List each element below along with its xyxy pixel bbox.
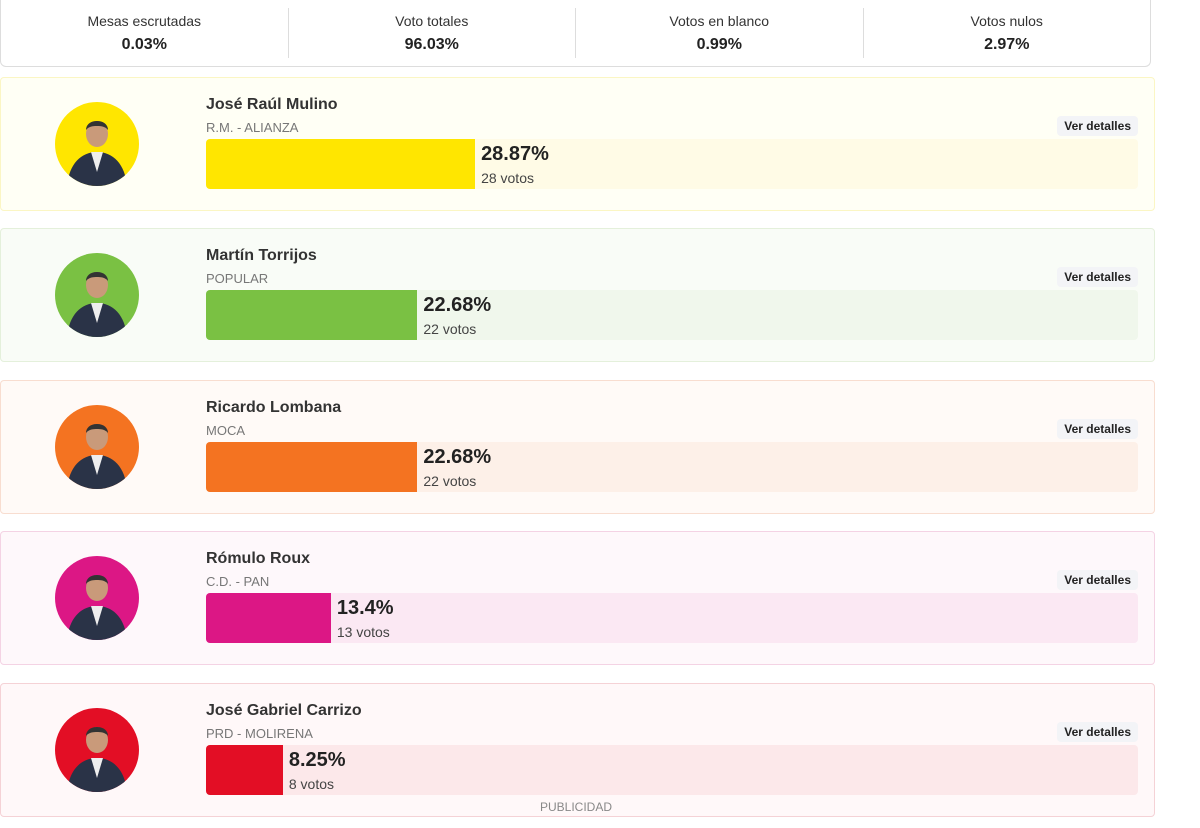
ver-detalles-button[interactable]: Ver detalles	[1057, 722, 1138, 742]
stat-label: Votos en blanco	[669, 12, 770, 29]
vote-percent: 22.68%	[423, 446, 492, 468]
vote-bar: 13.4% 13 votos	[206, 593, 1138, 643]
vote-percent: 8.25%	[288, 749, 346, 771]
vote-count: 13 votos	[336, 624, 390, 640]
candidate-name: Ricardo Lombana	[206, 399, 342, 416]
candidate-photo	[55, 102, 139, 186]
candidate-photo	[55, 708, 139, 792]
stat-label: Votos nulos	[970, 12, 1043, 29]
ver-detalles-button[interactable]: Ver detalles	[1057, 267, 1138, 287]
candidate-party: MOCA	[206, 423, 245, 438]
candidate-name: José Raúl Mulino	[206, 96, 338, 113]
stat-label: Mesas escrutadas	[87, 12, 202, 29]
vote-bar: 22.68% 22 votos	[206, 290, 1138, 340]
candidate-party: C.D. - PAN	[206, 574, 270, 589]
candidate-card: Martín Torrijos POPULAR Ver detalles 22.…	[0, 228, 1155, 362]
candidate-photo	[55, 405, 139, 489]
stat-votos-totales: Voto totales 96.03%	[289, 8, 576, 58]
vote-bar-fill	[206, 442, 418, 492]
vote-percent: 28.87%	[481, 143, 549, 165]
vote-count: 28 votos	[481, 170, 534, 186]
candidate-card: José Gabriel Carrizo PRD - MOLIRENA Ver …	[0, 683, 1155, 817]
vote-count: 22 votos	[423, 321, 477, 337]
vote-bar: 8.25% 8 votos	[206, 745, 1138, 795]
vote-bar-fill	[206, 139, 476, 189]
stat-votos-blanco: Votos en blanco 0.99%	[576, 8, 864, 58]
candidate-card: José Raúl Mulino R.M. - ALIANZA Ver deta…	[0, 77, 1155, 211]
vote-bar-fill	[206, 593, 331, 643]
candidate-party: POPULAR	[206, 271, 269, 286]
results-summary: Mesas escrutadas 0.03% Voto totales 96.03%…	[0, 0, 1151, 67]
stat-value: 2.97%	[984, 35, 1030, 53]
vote-count: 22 votos	[423, 473, 477, 489]
vote-bar-fill	[206, 745, 283, 795]
vote-count: 8 votos	[288, 776, 335, 792]
stat-value: 96.03%	[404, 35, 459, 53]
vote-bar: 28.87% 28 votos	[206, 139, 1138, 189]
candidate-name: José Gabriel Carrizo	[206, 702, 362, 719]
candidate-party: R.M. - ALIANZA	[206, 120, 299, 135]
candidate-photo	[55, 253, 139, 337]
vote-percent: 22.68%	[423, 294, 492, 316]
stat-label: Voto totales	[395, 12, 469, 29]
candidate-name: Rómulo Roux	[206, 550, 310, 567]
vote-bar-fill	[206, 290, 418, 340]
stat-mesas: Mesas escrutadas 0.03%	[1, 8, 289, 58]
candidate-party: PRD - MOLIRENA	[206, 726, 313, 741]
candidate-photo	[55, 556, 139, 640]
stat-value: 0.03%	[121, 35, 167, 53]
ver-detalles-button[interactable]: Ver detalles	[1057, 419, 1138, 439]
ver-detalles-button[interactable]: Ver detalles	[1057, 116, 1138, 136]
vote-percent: 13.4%	[336, 597, 394, 619]
candidate-card: Rómulo Roux C.D. - PAN Ver detalles 13.4…	[0, 531, 1155, 665]
candidate-name: Martín Torrijos	[206, 247, 317, 264]
ver-detalles-button[interactable]: Ver detalles	[1057, 570, 1138, 590]
publicidad-label: PUBLICIDAD	[540, 800, 613, 814]
stat-votos-nulos: Votos nulos 2.97%	[864, 8, 1151, 58]
candidate-card: Ricardo Lombana MOCA Ver detalles 22.68%…	[0, 380, 1155, 514]
vote-bar: 22.68% 22 votos	[206, 442, 1138, 492]
stat-value: 0.99%	[696, 35, 742, 53]
